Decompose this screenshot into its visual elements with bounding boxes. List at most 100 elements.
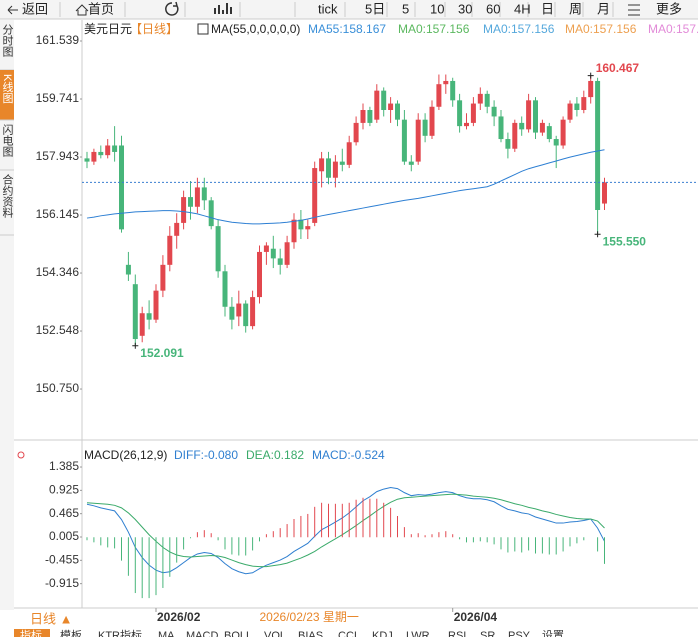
toolbar-button[interactable]: 月: [597, 1, 610, 16]
x-tick-label: 2026/04: [454, 610, 498, 624]
menu-icon: [628, 4, 640, 16]
y-tick-label: 150.750: [36, 381, 80, 395]
indicator-tab[interactable]: KTR指标: [98, 628, 142, 637]
candle-body: [588, 80, 594, 98]
indicator-tab[interactable]: 设置: [542, 629, 564, 637]
toolbar-button[interactable]: 周: [569, 1, 582, 16]
candle-body: [270, 248, 276, 259]
candle-body: [243, 303, 249, 327]
candle-body: [360, 110, 366, 123]
candle-body: [443, 80, 449, 85]
period-selector[interactable]: 日线 ▲: [30, 611, 72, 626]
toolbar-button[interactable]: 30: [458, 1, 472, 16]
y-tick-label: 1.385: [49, 459, 79, 473]
extreme-marker: [132, 342, 139, 349]
y-tick-label: 159.741: [36, 91, 80, 105]
candle-body: [160, 264, 166, 291]
toolbar-button[interactable]: 10: [430, 1, 444, 16]
indicator-tab[interactable]: KDJ: [372, 630, 393, 637]
candle-body: [201, 187, 207, 201]
tab-active: [14, 629, 50, 637]
sidebar-tab[interactable]: K线图: [1, 74, 14, 104]
refresh-icon[interactable]: [165, 1, 179, 16]
candle-body: [415, 119, 421, 162]
candle-body: [174, 222, 180, 236]
toolbar-button[interactable]: tick: [318, 1, 338, 16]
chart-icon[interactable]: [214, 3, 232, 14]
sidebar-tab-active: [0, 70, 14, 120]
candle-body: [512, 122, 518, 149]
candle-body: [312, 168, 318, 223]
candle-body: [319, 158, 325, 172]
indicator-tab[interactable]: MACD: [186, 630, 218, 637]
candle-body: [84, 158, 90, 162]
indicator-tab[interactable]: PSY: [508, 630, 531, 637]
ma-line: [86, 149, 605, 225]
candle-body: [139, 313, 145, 336]
candle-body: [498, 116, 504, 140]
y-tick-label: 154.346: [36, 265, 80, 279]
indicator-tab[interactable]: BIAS: [298, 630, 323, 637]
candle-body: [546, 126, 552, 140]
ma-legend: MA0:157.156: [565, 22, 637, 36]
candle-body: [484, 93, 490, 107]
candle-body: [533, 100, 538, 133]
macd-title: MACD(26,12,9): [84, 448, 167, 462]
candle-body: [298, 219, 304, 230]
candle-body: [277, 258, 283, 265]
extreme-marker: [594, 231, 601, 238]
candle-body: [305, 226, 311, 230]
indicator-tab[interactable]: MA: [158, 630, 175, 637]
candle-body: [263, 245, 269, 252]
toolbar-button[interactable]: 首页: [88, 1, 114, 16]
candle-body: [332, 161, 338, 178]
toolbar-button[interactable]: 4H: [514, 1, 531, 16]
macd-icon[interactable]: [17, 451, 25, 459]
candle-body: [602, 182, 607, 204]
toolbar-button[interactable]: 5: [402, 1, 409, 16]
candle-body: [250, 297, 256, 327]
indicator-tab[interactable]: LWR: [406, 630, 430, 637]
toolbar-button[interactable]: 日: [541, 1, 554, 16]
toolbar-button[interactable]: 更多: [656, 1, 682, 16]
candle-body: [105, 145, 111, 156]
candle-body: [574, 103, 580, 110]
sidebar-tab[interactable]: 分时图: [1, 24, 14, 58]
indicator-tab[interactable]: 模板: [60, 628, 82, 637]
indicator-tab[interactable]: VOL: [264, 630, 286, 637]
candle-body: [381, 90, 387, 110]
candle-body: [346, 142, 352, 165]
ma-legend: MA55:158.167: [308, 22, 386, 36]
toolbar-button[interactable]: 返回: [22, 1, 48, 16]
candle-body: [491, 106, 497, 117]
toolbar-button[interactable]: 5日: [365, 1, 385, 16]
candle-body: [326, 158, 331, 178]
candle-body: [222, 271, 228, 307]
candle-body: [153, 290, 159, 320]
candle-body: [229, 306, 235, 320]
y-tick-label: 161.539: [36, 33, 80, 47]
indicator-tab[interactable]: 指标: [20, 628, 42, 637]
indicator-tab[interactable]: BOLL: [224, 630, 252, 637]
sidebar-tab[interactable]: 闪电图: [1, 123, 14, 158]
ma-legend: MA0:157.156: [398, 22, 470, 36]
indicator-label: MA(55,0,0,0,0,0): [211, 22, 300, 36]
indicator-tab[interactable]: CCI: [338, 630, 357, 637]
candle-body: [208, 200, 214, 227]
macd-line: [86, 487, 605, 575]
sidebar-tab[interactable]: 合约资料: [1, 173, 14, 219]
candle-body: [374, 90, 380, 120]
indicator-tab[interactable]: SR: [480, 630, 495, 637]
y-tick-label: -0.455: [45, 553, 79, 567]
toolbar-button[interactable]: 60: [486, 1, 500, 16]
indicator-tab[interactable]: RSI: [448, 630, 466, 637]
y-tick-label: 152.548: [36, 323, 80, 337]
macd-legend: MACD:-0.524: [312, 448, 385, 462]
candle-body: [505, 139, 511, 149]
crosshair-date: 2026/02/23 星期一: [260, 610, 359, 624]
candle-body: [125, 264, 131, 275]
candle-body: [194, 187, 200, 207]
candle-body: [119, 145, 124, 230]
extreme-label: 152.091: [140, 346, 184, 360]
